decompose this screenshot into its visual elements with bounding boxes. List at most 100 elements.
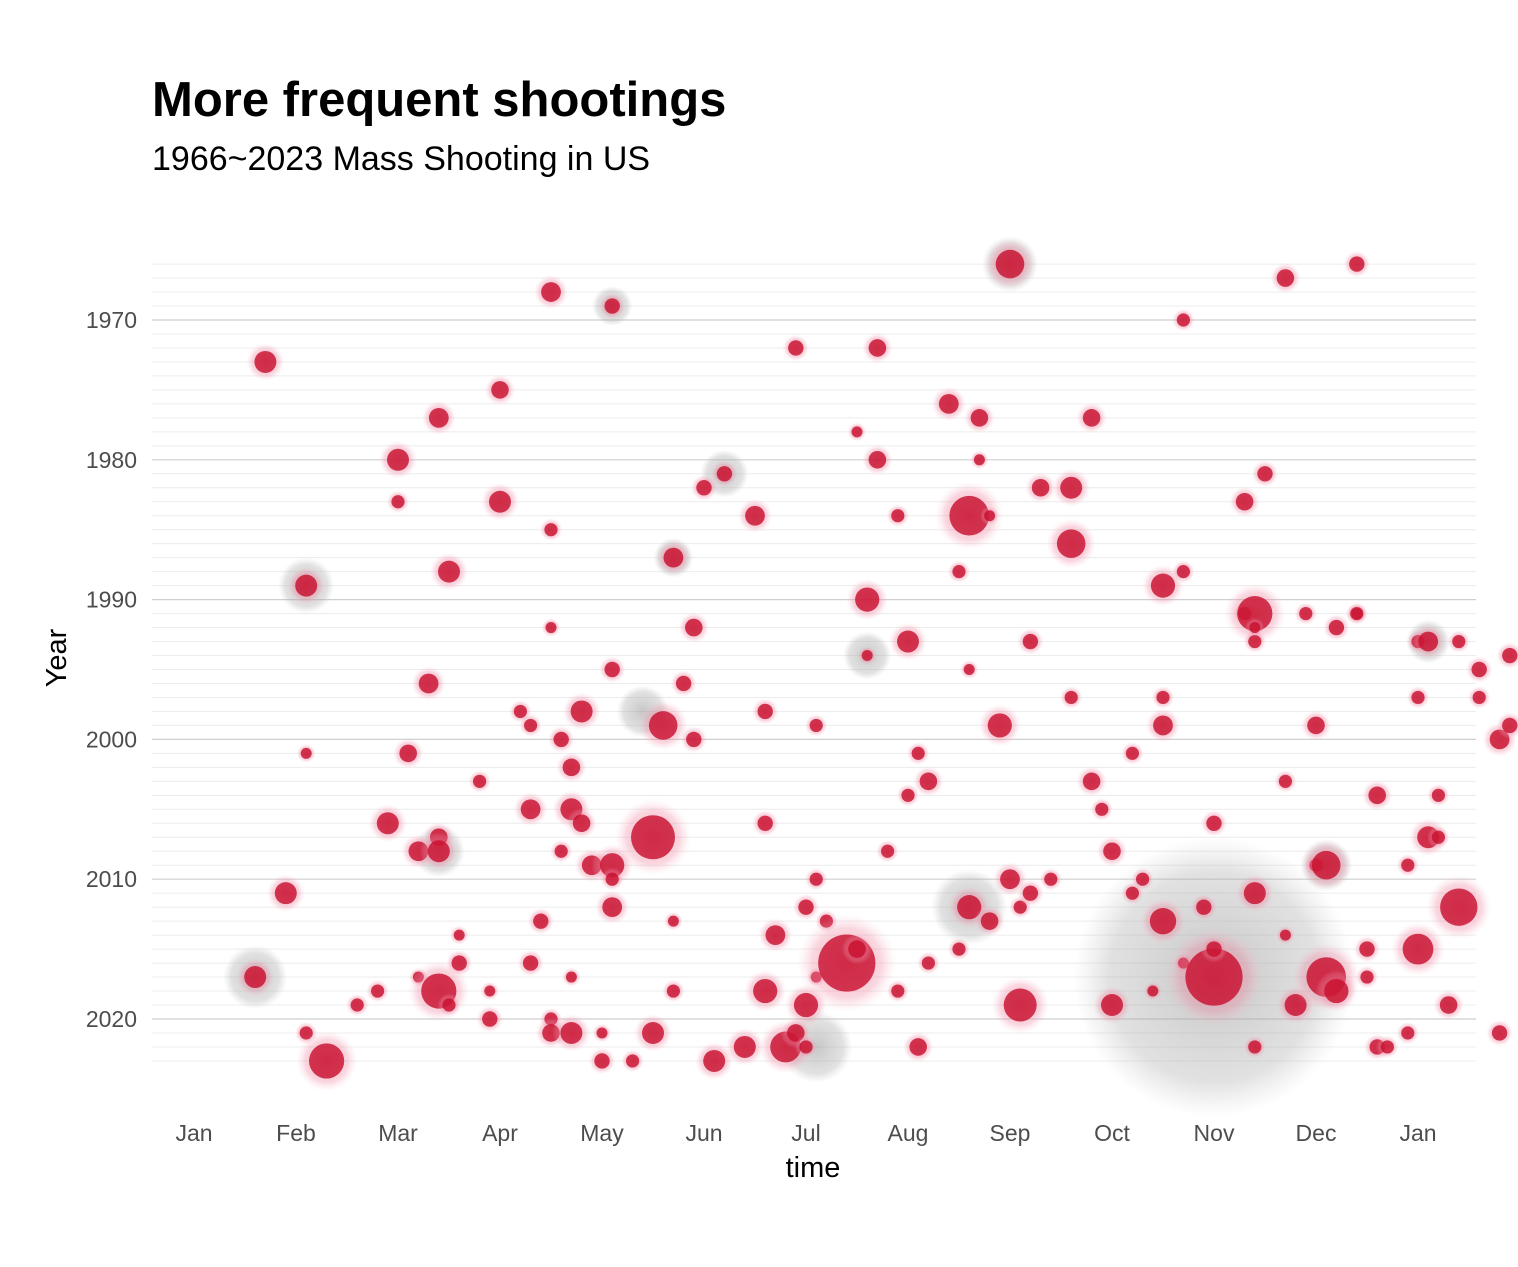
data-point: [980, 506, 1000, 526]
point-core: [809, 718, 823, 733]
data-point: [1090, 797, 1114, 821]
point-core: [553, 731, 569, 748]
data-point: [1200, 935, 1228, 963]
point-core: [631, 815, 675, 860]
data-point: [680, 726, 708, 753]
data-point: [481, 482, 519, 521]
data-point: [1172, 560, 1195, 584]
data-point: [1025, 472, 1056, 503]
point-core: [1439, 996, 1458, 1014]
point-core: [1206, 941, 1222, 957]
point-core: [602, 897, 623, 918]
data-point: [862, 332, 893, 364]
point-core: [1311, 850, 1341, 880]
data-point: [1275, 925, 1295, 945]
point-core: [1402, 933, 1434, 965]
data-point: [547, 726, 575, 753]
point-core: [663, 547, 684, 568]
point-core: [851, 426, 863, 438]
data-point: [1294, 602, 1318, 625]
point-core: [1125, 746, 1139, 760]
y-tick-label: 2000: [86, 726, 137, 752]
data-point: [1427, 825, 1450, 849]
point-core: [765, 925, 786, 946]
data-point: [476, 1005, 504, 1033]
data-point: [1229, 486, 1260, 517]
data-point: [974, 905, 1005, 937]
point-core: [675, 675, 692, 692]
data-point: [1096, 836, 1128, 867]
data-point: [1343, 250, 1371, 278]
point-core: [1368, 786, 1386, 805]
data-point: [862, 444, 893, 475]
point-core: [1044, 872, 1058, 886]
data-point: [1017, 879, 1044, 907]
data-point: [1059, 686, 1083, 709]
data-point: [744, 970, 787, 1012]
point-core: [745, 505, 765, 526]
point-core: [626, 1054, 640, 1068]
data-point: [1190, 893, 1218, 921]
data-point: [368, 804, 407, 843]
point-core: [1237, 595, 1273, 632]
data-point: [1274, 769, 1297, 793]
data-point: [1224, 583, 1286, 644]
point-core: [1082, 409, 1101, 427]
data-point: [711, 460, 738, 488]
data-point: [1345, 602, 1369, 625]
point-core: [1156, 690, 1170, 705]
point-core: [1176, 565, 1190, 579]
point-core: [451, 955, 467, 971]
data-point: [246, 342, 285, 381]
point-core: [1060, 476, 1083, 499]
point-core: [570, 700, 593, 723]
point-core: [911, 746, 925, 760]
point-core: [489, 490, 511, 513]
point-core: [1095, 802, 1109, 816]
data-point: [663, 911, 683, 931]
point-core: [1349, 256, 1365, 272]
data-point: [1046, 518, 1096, 569]
point-core: [957, 895, 982, 920]
point-core: [438, 560, 460, 583]
data-point: [737, 498, 773, 533]
y-tick-label: 1990: [86, 587, 137, 613]
point-core: [1056, 529, 1086, 558]
point-core: [1440, 888, 1478, 926]
point-core: [881, 844, 895, 858]
data-point: [1396, 1021, 1420, 1045]
data-point: [1406, 686, 1430, 709]
point-core: [995, 249, 1025, 279]
point-core: [254, 350, 277, 373]
point-core: [648, 711, 678, 740]
data-point: [600, 867, 624, 891]
point-core: [1360, 970, 1374, 984]
x-tick-label: Mar: [378, 1120, 418, 1146]
point-core: [901, 788, 915, 802]
x-tick-label: Dec: [1296, 1120, 1337, 1146]
data-point: [480, 981, 500, 1001]
data-point: [896, 783, 920, 807]
data-point: [889, 622, 927, 661]
data-point: [985, 239, 1035, 289]
point-core: [604, 661, 620, 678]
y-tick-label: 1970: [86, 307, 137, 333]
point-core: [524, 718, 538, 733]
data-point: [1245, 618, 1265, 638]
point-core: [1153, 715, 1173, 736]
data-point: [1301, 840, 1351, 890]
y-tick-label: 2010: [86, 866, 137, 892]
data-point: [917, 951, 940, 975]
point-core: [544, 523, 558, 537]
x-tick-label: Jul: [791, 1120, 820, 1146]
point-core: [399, 744, 418, 763]
data-point: [634, 1013, 672, 1052]
point-core: [1418, 631, 1439, 652]
data-point: [1496, 642, 1518, 669]
point-core: [848, 940, 866, 958]
x-tick-label: Feb: [276, 1120, 316, 1146]
data-point: [876, 839, 899, 863]
data-point: [638, 700, 688, 751]
data-point: [1093, 986, 1131, 1025]
data-point: [1243, 1035, 1267, 1059]
